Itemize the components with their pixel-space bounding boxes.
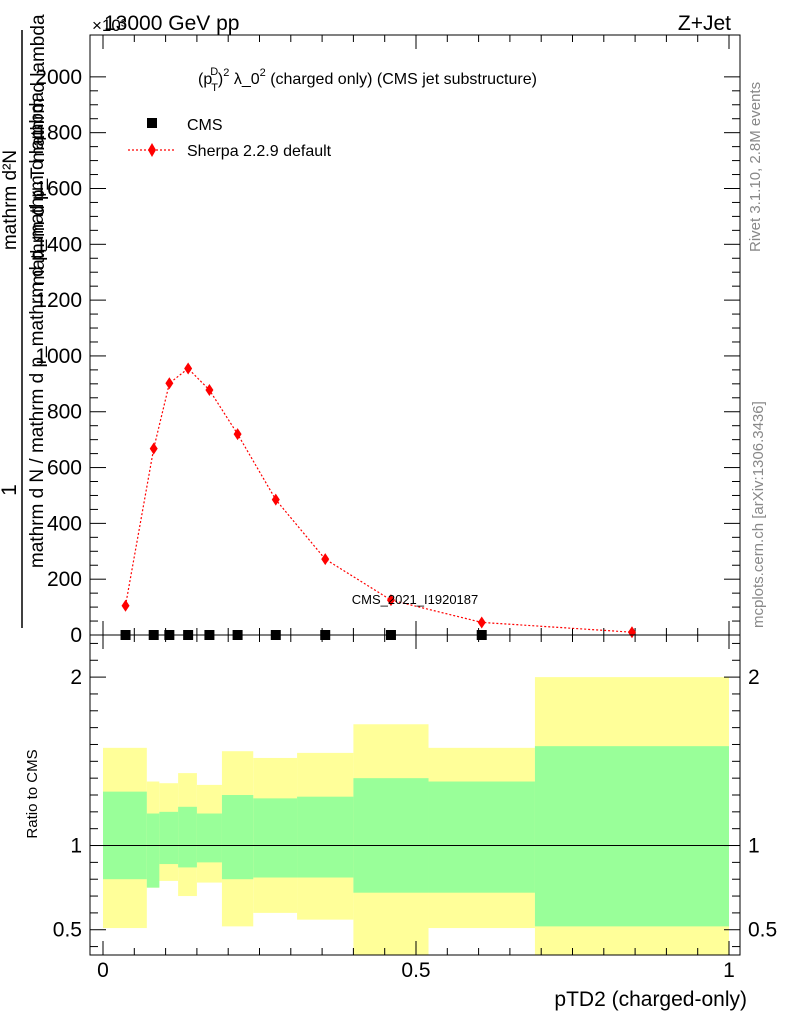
y-tick-label: 600: [47, 457, 82, 480]
y-tick-label: 800: [47, 401, 82, 424]
ratio-inner-band: [428, 781, 535, 893]
ratio-x-ticks: 0 0.5 1: [97, 635, 735, 982]
ratio-inner-band: [353, 778, 429, 893]
y-tick-label: 1000: [35, 345, 82, 368]
top-panel: 0 200 400 600 800 1000 1200 1400 1600 1800 2000: [35, 34, 741, 647]
ratio-y-tick-label: 2: [70, 666, 82, 689]
top-y-ticks: 0 200 400 600 800 1000 1200 1400 1600 1800 2000: [35, 66, 740, 647]
rivet-version-label: Rivet 3.1.10, 2.8M events: [747, 82, 764, 252]
y-tick-label: 1400: [35, 233, 82, 256]
ratio-inner-band: [146, 813, 160, 888]
mc-point: [271, 493, 280, 506]
mc-point: [165, 377, 174, 390]
ratio-inner-band: [253, 798, 298, 878]
ratio-y-tick-label-right: 1: [748, 835, 760, 858]
ratio-inner-band: [196, 813, 222, 863]
y-label-numerator: 1: [0, 484, 21, 496]
y-label-inner-top: mathrm d²N: [0, 150, 21, 250]
mc-point: [477, 616, 486, 629]
ratio-y-tick-label-right: 0.5: [748, 919, 777, 942]
mc-point: [233, 428, 242, 441]
main-title: (pD T)2 λ_02 (charged only) (CMS jet subs…: [198, 66, 537, 94]
y-tick-label: 1600: [35, 177, 82, 200]
legend-mc-marker: [148, 143, 156, 157]
ratio-y-tick-label: 1: [70, 835, 82, 858]
mc-point: [184, 362, 193, 375]
mc-point: [149, 442, 158, 455]
ratio-inner-band: [534, 746, 729, 927]
y-tick-label: 1200: [35, 289, 82, 312]
x-tick-label: 1: [723, 959, 735, 982]
legend: CMS Sherpa 2.2.9 default: [128, 117, 332, 160]
y-tick-label: 400: [47, 512, 82, 535]
energy-label: 13000 GeV pp: [104, 12, 239, 35]
exponent-label: ×10³: [92, 16, 127, 35]
ratio-y-label: Ratio to CMS: [24, 749, 41, 838]
y-tick-label: 2000: [35, 66, 82, 89]
ratio-y-ticks: 0.5 0.5 1 1 2 2: [53, 642, 777, 948]
mc-point: [121, 599, 130, 612]
ratio-inner-bands: [103, 746, 729, 927]
ratio-y-tick-label: 0.5: [53, 919, 82, 942]
y-tick-label: 0: [70, 624, 82, 647]
top-y-axis-label: 1 mathrm d N / mathrm d p_mathrm d p_mat…: [0, 14, 49, 628]
y-tick-label: 1800: [35, 122, 82, 145]
y-label-denominator: mathrm d N / mathrm d p_mathrm d p_mathr…: [27, 91, 48, 568]
process-label: Z+Jet: [678, 12, 731, 35]
legend-cms-label: CMS: [187, 117, 223, 134]
x-tick-label: 0.5: [401, 959, 430, 982]
legend-cms-marker: [147, 118, 157, 128]
x-tick-label: 0: [97, 959, 109, 982]
mcplots-label: mcplots.cern.ch [arXiv:1306.3436]: [750, 401, 767, 628]
ratio-panel: 0.5 0.51 12 2 0 0.5 1: [53, 634, 777, 982]
mc-series-points: [121, 362, 636, 639]
analysis-watermark: CMS_2021_I1920187: [352, 592, 479, 607]
y-label-inner-bottom: mathrm d p_T mathrm d lambda: [28, 14, 49, 285]
ratio-inner-band: [159, 811, 179, 865]
mc-point: [386, 594, 395, 607]
legend-mc-label: Sherpa 2.2.9 default: [187, 143, 332, 160]
ratio-inner-band: [297, 796, 354, 878]
ratio-inner-band: [221, 795, 254, 880]
y-tick-label: 200: [47, 568, 82, 591]
mc-point: [205, 383, 214, 396]
ratio-y-tick-label-right: 2: [748, 666, 760, 689]
top-x-ticks: [102, 35, 730, 635]
ratio-inner-band: [178, 806, 197, 868]
ratio-inner-band: [103, 791, 147, 880]
x-axis-label: pTD2 (charged-only): [554, 988, 747, 1011]
mc-point: [321, 553, 330, 566]
